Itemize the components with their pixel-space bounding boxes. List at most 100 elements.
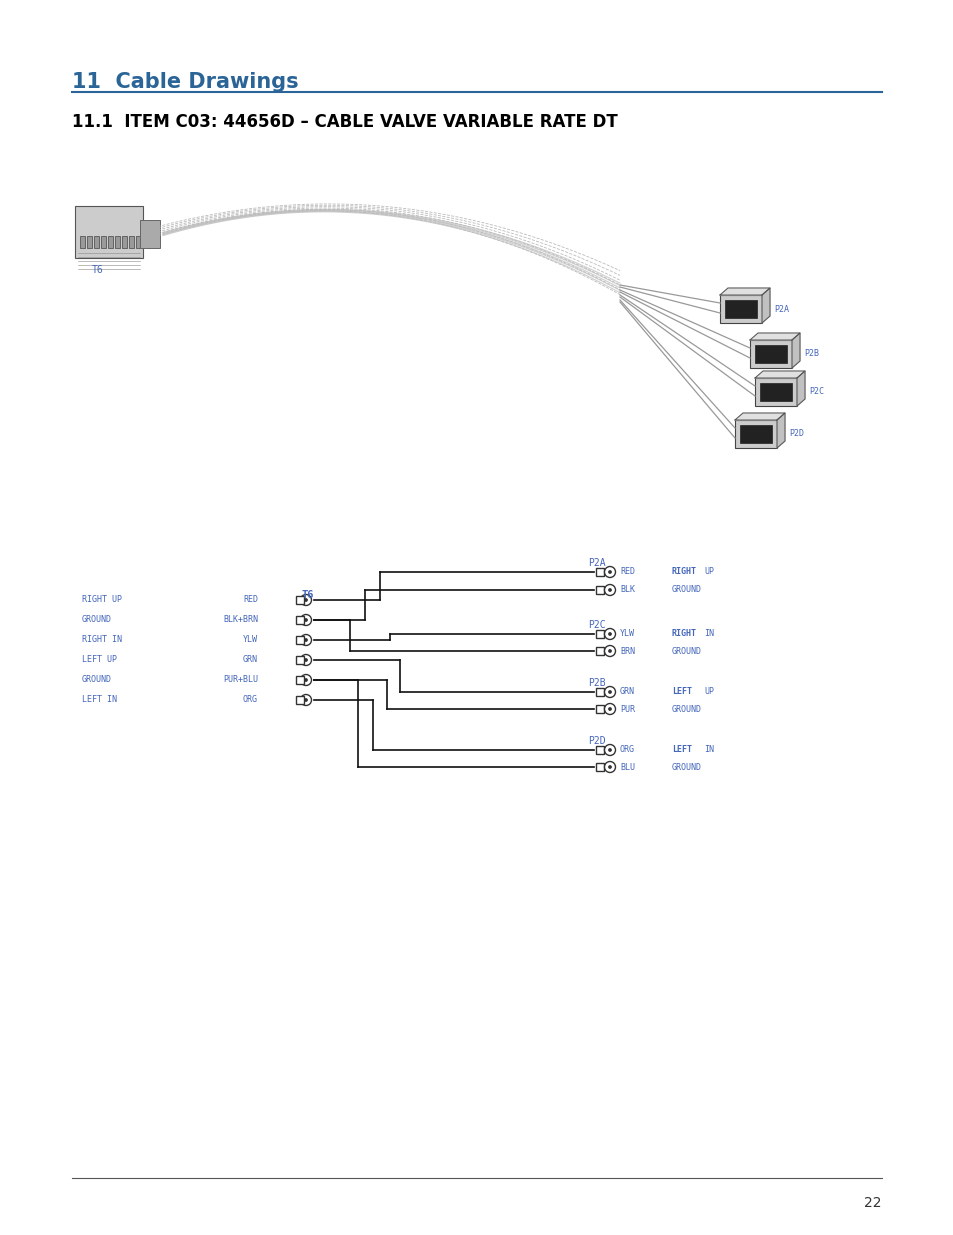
Bar bbox=[596, 705, 603, 713]
Text: P2A: P2A bbox=[587, 558, 605, 568]
Text: UP: UP bbox=[703, 568, 713, 577]
Circle shape bbox=[604, 762, 615, 773]
Text: T6: T6 bbox=[301, 590, 314, 600]
Bar bbox=[596, 647, 603, 655]
Text: RED: RED bbox=[243, 595, 257, 604]
Circle shape bbox=[741, 431, 747, 437]
Bar bbox=[295, 697, 304, 704]
Bar bbox=[596, 630, 603, 638]
Circle shape bbox=[300, 655, 312, 666]
Text: GRN: GRN bbox=[619, 688, 635, 697]
Text: YLW: YLW bbox=[619, 630, 635, 638]
Circle shape bbox=[608, 690, 611, 694]
Circle shape bbox=[608, 766, 611, 768]
Text: P2B: P2B bbox=[587, 678, 605, 688]
Bar bbox=[115, 236, 120, 248]
Text: GROUND: GROUND bbox=[82, 676, 112, 684]
Circle shape bbox=[604, 646, 615, 657]
Circle shape bbox=[775, 389, 781, 395]
Text: 11.1  ITEM C03: 44656D – CABLE VALVE VARIABLE RATE DT: 11.1 ITEM C03: 44656D – CABLE VALVE VARI… bbox=[71, 112, 618, 131]
Circle shape bbox=[740, 306, 746, 312]
Text: BLK: BLK bbox=[619, 585, 635, 594]
Text: ORG: ORG bbox=[619, 746, 635, 755]
Text: RIGHT: RIGHT bbox=[671, 630, 697, 638]
Circle shape bbox=[300, 694, 312, 705]
Circle shape bbox=[604, 584, 615, 595]
Text: RIGHT UP: RIGHT UP bbox=[82, 595, 122, 604]
Text: P2B: P2B bbox=[803, 350, 818, 358]
Polygon shape bbox=[796, 370, 804, 406]
Circle shape bbox=[300, 594, 312, 605]
Text: RIGHT IN: RIGHT IN bbox=[82, 636, 122, 645]
Bar bbox=[734, 420, 776, 448]
Bar bbox=[295, 656, 304, 664]
Circle shape bbox=[604, 687, 615, 698]
Bar bbox=[108, 236, 112, 248]
Text: GROUND: GROUND bbox=[671, 646, 701, 656]
Circle shape bbox=[608, 708, 611, 710]
Bar bbox=[295, 597, 304, 604]
Circle shape bbox=[304, 699, 307, 701]
Circle shape bbox=[304, 619, 307, 621]
Text: P2D: P2D bbox=[587, 736, 605, 746]
Circle shape bbox=[608, 650, 611, 652]
Bar bbox=[295, 676, 304, 684]
Bar bbox=[87, 236, 91, 248]
Text: LEFT: LEFT bbox=[671, 688, 691, 697]
Text: P2C: P2C bbox=[808, 388, 823, 396]
Circle shape bbox=[304, 678, 307, 682]
Circle shape bbox=[300, 635, 312, 646]
Text: P2A: P2A bbox=[773, 305, 788, 314]
Circle shape bbox=[757, 351, 762, 357]
Text: BRN: BRN bbox=[619, 646, 635, 656]
Circle shape bbox=[304, 638, 307, 641]
Polygon shape bbox=[761, 288, 769, 324]
Circle shape bbox=[300, 615, 312, 625]
Circle shape bbox=[300, 674, 312, 685]
Bar bbox=[596, 688, 603, 697]
Bar bbox=[122, 236, 127, 248]
Bar bbox=[754, 345, 786, 363]
Bar bbox=[754, 378, 796, 406]
Bar bbox=[596, 585, 603, 594]
Bar bbox=[596, 568, 603, 576]
Bar bbox=[80, 236, 85, 248]
Bar bbox=[740, 425, 771, 443]
Circle shape bbox=[770, 351, 776, 357]
Bar bbox=[140, 220, 160, 248]
Bar bbox=[760, 383, 791, 401]
Text: PUR: PUR bbox=[619, 704, 635, 714]
Text: RIGHT: RIGHT bbox=[671, 568, 697, 577]
Polygon shape bbox=[791, 333, 800, 368]
Text: GROUND: GROUND bbox=[671, 704, 701, 714]
Circle shape bbox=[608, 632, 611, 636]
Circle shape bbox=[608, 589, 611, 592]
Circle shape bbox=[604, 629, 615, 640]
Bar bbox=[749, 340, 791, 368]
Text: GROUND: GROUND bbox=[671, 762, 701, 772]
Bar bbox=[295, 636, 304, 643]
Polygon shape bbox=[734, 412, 784, 420]
Text: P2C: P2C bbox=[587, 620, 605, 630]
Text: IN: IN bbox=[703, 630, 713, 638]
Text: GRN: GRN bbox=[243, 656, 257, 664]
Bar bbox=[295, 616, 304, 624]
Circle shape bbox=[604, 704, 615, 715]
Circle shape bbox=[304, 658, 307, 662]
Text: LEFT: LEFT bbox=[671, 746, 691, 755]
Polygon shape bbox=[720, 288, 769, 295]
Text: T6: T6 bbox=[92, 266, 104, 275]
Bar bbox=[94, 236, 99, 248]
Bar bbox=[596, 763, 603, 771]
Text: UP: UP bbox=[703, 688, 713, 697]
Bar bbox=[129, 236, 133, 248]
Text: ORG: ORG bbox=[243, 695, 257, 704]
Circle shape bbox=[608, 571, 611, 573]
Circle shape bbox=[604, 567, 615, 578]
Text: LEFT UP: LEFT UP bbox=[82, 656, 117, 664]
Text: RED: RED bbox=[619, 568, 635, 577]
Polygon shape bbox=[776, 412, 784, 448]
Circle shape bbox=[755, 431, 761, 437]
Text: P2D: P2D bbox=[788, 430, 803, 438]
Circle shape bbox=[761, 389, 767, 395]
